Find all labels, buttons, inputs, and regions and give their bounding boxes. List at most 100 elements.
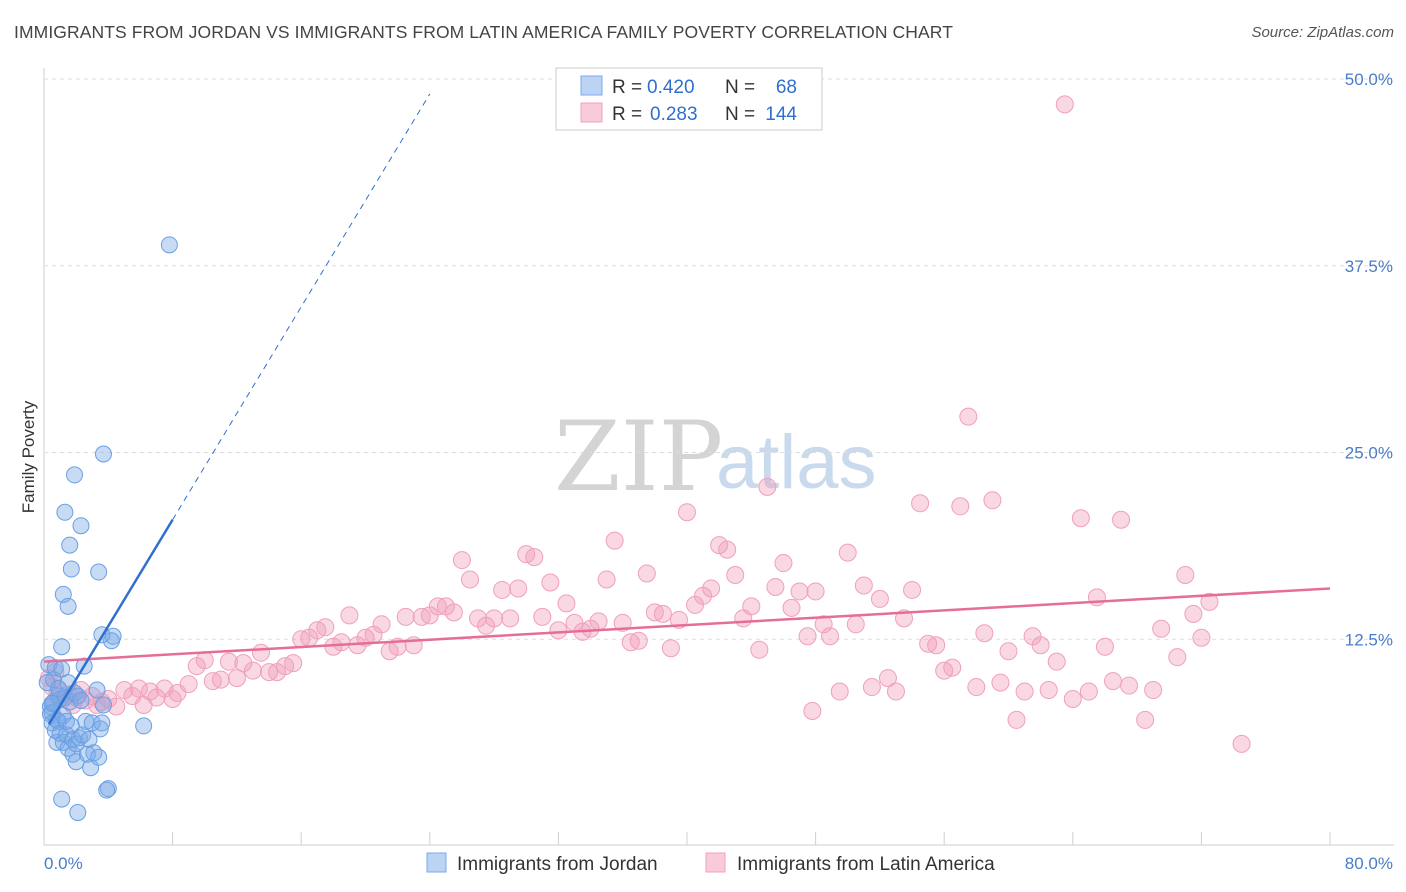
latin-america-trend-line: [43, 587, 1331, 663]
jordan-point: [56, 503, 74, 521]
latin-america-point: [541, 573, 560, 592]
latin-america-point: [533, 607, 552, 626]
latin-america-point: [1200, 592, 1219, 611]
latin-america-point: [195, 651, 214, 670]
jordan-point: [62, 560, 80, 578]
latin-america-point: [243, 661, 262, 680]
latin-america-point: [252, 643, 271, 662]
latin-america-point: [219, 652, 238, 671]
latin-america-point: [340, 606, 359, 625]
legend-n-label-2: N =: [725, 104, 755, 125]
y-tick-labels: 12.5% 25.0% 37.5% 50.0%: [1345, 70, 1393, 649]
latin-america-point: [1120, 676, 1139, 695]
latin-america-point: [211, 670, 230, 689]
legend-r-value-2: 0.283: [650, 104, 698, 125]
legend-box: R = 0.420 N = 68 R = 0.283 N = 144: [555, 67, 823, 131]
latin-america-point: [1144, 681, 1163, 700]
latin-america-point: [911, 494, 930, 513]
latin-america-point: [1112, 510, 1131, 529]
jordan-point: [88, 681, 106, 699]
latin-america-point: [653, 604, 672, 623]
legend-r-value-1: 0.420: [647, 77, 695, 98]
jordan-point: [90, 563, 108, 581]
latin-america-point: [678, 503, 696, 522]
jordan-point: [59, 597, 77, 615]
legend-swatch-latin: [580, 102, 603, 123]
latin-america-point: [943, 658, 962, 677]
latin-america-point: [493, 580, 512, 599]
latin-america-point: [803, 701, 822, 720]
latin-america-point: [1192, 628, 1211, 647]
legend-n-value-2: 144: [765, 104, 797, 125]
jordan-point: [49, 680, 67, 698]
latin-america-point: [284, 654, 303, 673]
latin-america-point: [597, 570, 616, 589]
latin-america-point: [959, 407, 978, 426]
latin-america-point: [372, 615, 391, 634]
latin-america-point: [485, 609, 504, 628]
latin-america-point: [766, 577, 785, 596]
jordan-point: [58, 712, 76, 730]
y-tick-label: 25.0%: [1345, 444, 1393, 463]
jordan-point: [80, 730, 98, 748]
jordan-point: [46, 659, 64, 677]
latin-america-point: [903, 580, 922, 599]
jordan-point: [135, 717, 153, 735]
latin-america-point: [316, 618, 335, 637]
latin-america-point: [1071, 509, 1090, 528]
latin-america-point: [179, 675, 198, 694]
latin-america-point: [605, 531, 624, 550]
latin-america-point: [967, 678, 986, 697]
latin-america-point: [234, 654, 253, 673]
legend-r-label-2: R =: [612, 104, 642, 125]
latin-america-point: [750, 640, 769, 659]
latin-america-point: [870, 589, 889, 608]
x-tick-label-max: 80.0%: [1345, 854, 1393, 873]
source-label: Source: ZipAtlas.com: [1251, 24, 1394, 41]
latin-america-point: [1031, 636, 1050, 655]
latin-america-point: [452, 551, 471, 570]
latin-america-point: [1136, 710, 1155, 729]
latin-america-point: [1063, 690, 1082, 709]
latin-america-point: [1103, 672, 1122, 691]
x-ticks: [43, 832, 1331, 845]
jordan-trend-line: [47, 519, 174, 726]
x-tick-label-min: 0.0%: [44, 854, 83, 873]
latin-america-point: [758, 477, 777, 496]
jordan-point: [38, 674, 56, 692]
latin-america-point: [549, 621, 568, 640]
latin-america-point: [991, 673, 1010, 692]
latin-america-point: [1055, 95, 1074, 114]
latin-america-point: [629, 631, 648, 650]
trend-lines: [43, 93, 1331, 726]
y-tick-label: 37.5%: [1345, 257, 1393, 276]
latin-america-point: [637, 564, 656, 583]
jordan-trend-extension: [172, 93, 431, 520]
latin-america-point: [718, 540, 737, 559]
latin-america-point: [227, 669, 246, 688]
latin-america-point: [1039, 681, 1058, 700]
latin-america-point: [774, 554, 793, 573]
watermark: ZIP atlas: [554, 401, 877, 513]
latin-america-point: [886, 682, 905, 701]
y-tick-label: 12.5%: [1345, 630, 1393, 649]
latin-america-point: [589, 612, 608, 631]
latin-america-point: [460, 570, 479, 589]
bottom-legend-jordan: Immigrants from Jordan: [457, 854, 658, 875]
latin-america-point: [1015, 682, 1034, 701]
jordan-point: [94, 445, 112, 463]
latin-america-point: [702, 579, 721, 598]
watermark-atlas: atlas: [716, 420, 877, 505]
latin-america-point: [107, 697, 126, 716]
latin-america-point: [1184, 604, 1203, 623]
jordan-point: [66, 466, 84, 484]
latin-america-point: [999, 642, 1018, 661]
bottom-legend-swatch-jordan: [426, 852, 447, 873]
y-tick-label: 50.0%: [1345, 70, 1393, 89]
bottom-legend: Immigrants from Jordan Immigrants from L…: [426, 852, 995, 875]
legend-r-label-1: R =: [612, 77, 642, 98]
jordan-point: [72, 517, 90, 535]
jordan-point: [53, 638, 71, 656]
latin-america-point: [1152, 619, 1171, 638]
latin-america-point: [790, 582, 809, 601]
